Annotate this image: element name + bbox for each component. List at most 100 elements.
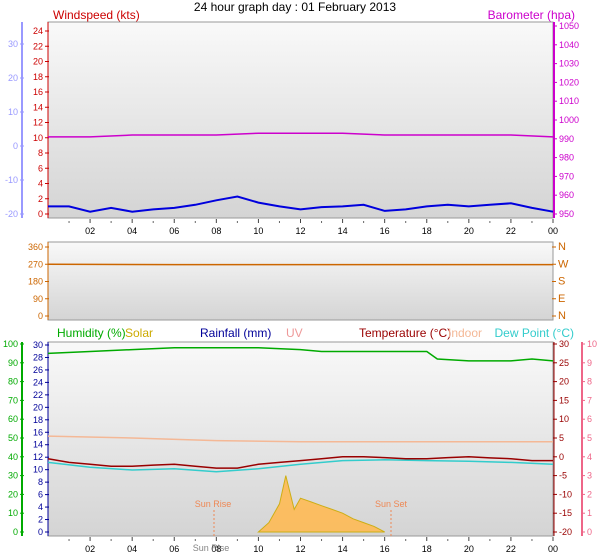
top-right-10: 950 <box>559 209 574 219</box>
bot-rinner-10: -20 <box>559 527 572 537</box>
time-tick-label-16: 16 <box>380 226 390 236</box>
mid-right-3: E <box>558 293 565 305</box>
bot-outer-5: 50 <box>8 433 18 443</box>
top-inner-6: 12 <box>33 118 43 128</box>
bot-inner-14: 2 <box>38 515 43 525</box>
top-outer-5: -20 <box>5 209 18 219</box>
mid-left-0: 360 <box>28 242 43 252</box>
top-inner-8: 8 <box>38 148 43 158</box>
bot-router-6: 4 <box>587 452 592 462</box>
bot-inner-9: 12 <box>33 452 43 462</box>
bottom-panel-series <box>47 347 554 533</box>
legend-indoor: Indoor <box>448 326 482 340</box>
top-inner-12: 0 <box>38 209 43 219</box>
windspeed-axis-title: Windspeed (kts) <box>53 8 140 22</box>
bot-rinner-5: 5 <box>559 433 564 443</box>
top-panel-series <box>48 132 554 213</box>
bot-rinner-9: -15 <box>559 508 572 518</box>
top-inner-5: 14 <box>33 102 43 112</box>
top-right-3: 1020 <box>559 77 579 87</box>
mid-left-3: 90 <box>33 294 43 304</box>
bot-router-8: 2 <box>587 489 592 499</box>
bot-inner-7: 16 <box>33 427 43 437</box>
bot-outer-4: 60 <box>8 414 18 424</box>
top-right-5: 1000 <box>559 115 579 125</box>
bot-router-3: 7 <box>587 395 592 405</box>
time-tick-label-12: 12 <box>295 226 305 236</box>
top-panel-background <box>47 21 554 219</box>
bot-inner-2: 26 <box>33 365 43 375</box>
direction-degree-labels: 360 270 180 90 0 <box>28 242 49 321</box>
bot-inner-5: 20 <box>33 402 43 412</box>
mid-right-2: S <box>558 276 565 288</box>
time-tick-label-06: 06 <box>169 544 179 554</box>
top-outer-0: 30 <box>8 39 18 49</box>
bot-rinner-6: 0 <box>559 452 564 462</box>
top-right-2: 1030 <box>559 59 579 69</box>
time-tick-label-14: 14 <box>338 226 348 236</box>
bot-outer-10: 0 <box>13 527 18 537</box>
time-tick-label-08: 08 <box>211 226 221 236</box>
bottom-time-axis: 02 04 06 08 10 12 14 16 18 20 22 00 <box>68 537 558 554</box>
time-tick-label-02: 02 <box>85 544 95 554</box>
time-tick-label-00: 00 <box>548 226 558 236</box>
bot-inner-4: 22 <box>33 390 43 400</box>
bot-rinner-1: 25 <box>559 358 569 368</box>
bot-rinner-4: 10 <box>559 414 569 424</box>
time-tick-label-22: 22 <box>506 544 516 554</box>
solar-area <box>257 475 385 533</box>
top-outer-1: 20 <box>8 73 18 83</box>
time-tick-label-04: 04 <box>127 544 137 554</box>
bot-rinner-3: 15 <box>559 395 569 405</box>
time-tick-label-06: 06 <box>169 226 179 236</box>
bot-rinner-7: -5 <box>559 471 567 481</box>
top-outer-4: -10 <box>5 175 18 185</box>
bot-outer-3: 70 <box>8 395 18 405</box>
time-tick-label-20: 20 <box>464 544 474 554</box>
bot-outer-9: 10 <box>8 508 18 518</box>
bot-inner-13: 4 <box>38 502 43 512</box>
bot-rinner-8: -10 <box>559 489 572 499</box>
top-inner-11: 2 <box>38 194 43 204</box>
time-tick-label-18: 18 <box>422 226 432 236</box>
top-right-7: 980 <box>559 153 574 163</box>
legend-uv: UV <box>286 326 303 340</box>
top-left-outer-tick-labels: 30 20 10 0 -10 -20 <box>5 39 24 219</box>
top-inner-10: 4 <box>38 179 43 189</box>
graph-title: 24 hour graph day : 01 February 2013 <box>194 0 396 14</box>
time-tick-label-08: 08 <box>211 544 221 554</box>
bot-inner-11: 8 <box>38 477 43 487</box>
time-tick-label-02: 02 <box>85 226 95 236</box>
time-tick-label-10: 10 <box>253 226 263 236</box>
bot-outer-7: 30 <box>8 471 18 481</box>
sun-set-label: Sun Set <box>375 499 408 509</box>
mid-left-4: 0 <box>38 311 43 321</box>
top-time-axis: 02 04 06 08 10 12 14 16 18 20 22 00 <box>68 219 558 236</box>
bot-inner-1: 28 <box>33 352 43 362</box>
top-inner-4: 16 <box>33 87 43 97</box>
barometer-axis-title: Barometer (hpa) <box>488 8 575 22</box>
top-inner-3: 18 <box>33 72 43 82</box>
time-tick-label-22: 22 <box>506 226 516 236</box>
time-tick-label-16: 16 <box>380 544 390 554</box>
sun-rise-label: Sun Rise <box>195 499 232 509</box>
time-tick-label-20: 20 <box>464 226 474 236</box>
bot-inner-0: 30 <box>33 340 43 350</box>
bot-router-4: 6 <box>587 414 592 424</box>
bot-inner-10: 10 <box>33 465 43 475</box>
top-inner-1: 22 <box>33 41 43 51</box>
barometer-line <box>48 132 554 138</box>
bot-outer-6: 40 <box>8 452 18 462</box>
bot-router-1: 9 <box>587 358 592 368</box>
top-inner-9: 6 <box>38 163 43 173</box>
direction-panel-background <box>47 241 554 321</box>
legend-dewpoint: Dew Point (°C) <box>495 326 574 340</box>
top-right-1: 1040 <box>559 40 579 50</box>
bot-inner-6: 18 <box>33 415 43 425</box>
bot-inner-3: 24 <box>33 377 43 387</box>
